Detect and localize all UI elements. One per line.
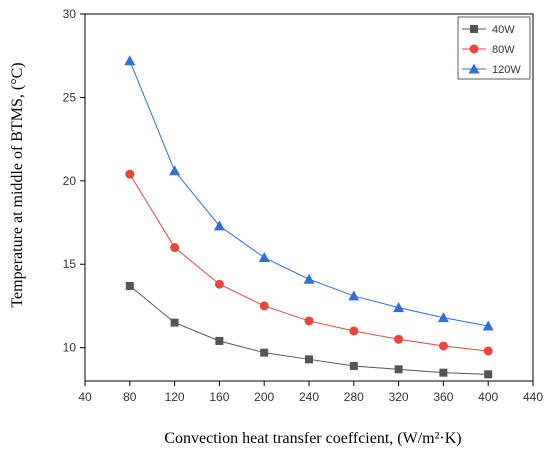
data-point xyxy=(482,320,494,331)
data-point xyxy=(125,169,135,179)
x-tick-label: 160 xyxy=(209,390,229,404)
x-tick-label: 240 xyxy=(299,390,319,404)
legend-label: 40W xyxy=(492,24,515,36)
series-line xyxy=(129,60,489,327)
legend-item: 80W xyxy=(462,44,515,56)
x-tick-label: 320 xyxy=(389,390,409,404)
data-point xyxy=(303,273,315,284)
series-40w xyxy=(125,281,493,379)
data-point xyxy=(215,336,224,345)
data-point xyxy=(394,365,403,374)
y-tick-label: 25 xyxy=(63,90,77,104)
x-axis-ticks: 40 80 120 160 200 240 280 320 360 400 440 xyxy=(78,381,543,404)
x-tick-label: 40 xyxy=(78,390,92,404)
data-point xyxy=(439,368,448,377)
x-tick-label: 200 xyxy=(254,390,274,404)
data-point xyxy=(258,252,270,263)
series-layer xyxy=(124,55,494,379)
legend: 40W 80W 120W xyxy=(457,16,531,80)
data-point xyxy=(348,290,360,301)
x-axis-title: Convection heat transfer coeffcient, (W/… xyxy=(164,430,461,447)
legend-marker xyxy=(469,44,479,54)
x-tick-label: 360 xyxy=(433,390,453,404)
data-point xyxy=(483,346,493,356)
data-point xyxy=(484,370,493,379)
data-point xyxy=(125,281,134,290)
data-point xyxy=(437,312,449,323)
data-point xyxy=(438,341,448,351)
data-point xyxy=(214,279,224,289)
legend-label: 80W xyxy=(492,44,515,56)
data-point xyxy=(259,301,269,311)
y-axis-title: Temperature at middle of BTMS, (°C) xyxy=(9,62,26,307)
data-point xyxy=(393,302,405,313)
data-point xyxy=(349,361,358,370)
legend-marker xyxy=(468,63,480,74)
x-tick-label: 440 xyxy=(523,390,543,404)
data-point xyxy=(124,55,136,66)
y-axis-ticks: 10 15 20 25 30 xyxy=(63,7,85,355)
data-point xyxy=(170,243,180,253)
legend-item: 40W xyxy=(462,24,515,36)
y-tick-label: 15 xyxy=(63,257,77,271)
x-tick-label: 80 xyxy=(123,390,137,404)
data-point xyxy=(213,220,225,231)
data-point xyxy=(170,318,179,327)
data-point xyxy=(169,165,181,176)
legend-item: 120W xyxy=(462,63,521,76)
data-point xyxy=(260,348,269,357)
data-point xyxy=(304,316,314,326)
series-120w xyxy=(124,55,494,331)
y-tick-label: 20 xyxy=(63,174,77,188)
y-tick-label: 10 xyxy=(63,341,77,355)
x-tick-label: 120 xyxy=(165,390,185,404)
x-tick-label: 280 xyxy=(344,390,364,404)
legend-label: 120W xyxy=(492,64,521,76)
series-80w xyxy=(125,169,493,356)
data-point xyxy=(394,334,404,344)
data-point xyxy=(305,355,313,364)
x-tick-label: 400 xyxy=(478,390,498,404)
data-point xyxy=(349,326,359,336)
y-tick-label: 30 xyxy=(63,7,77,21)
legend-marker xyxy=(470,25,478,33)
